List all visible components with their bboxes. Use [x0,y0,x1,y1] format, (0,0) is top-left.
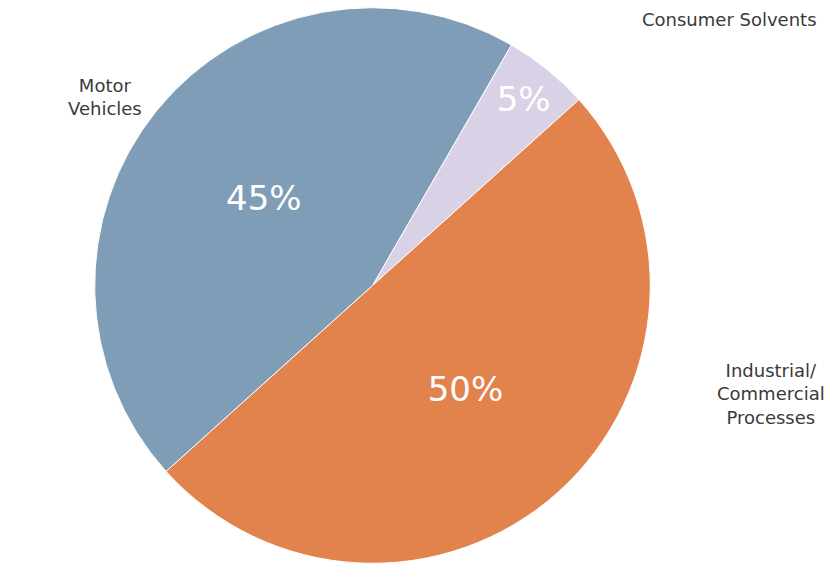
svg-text:Industrial/CommercialProcesses: Industrial/CommercialProcesses [717,360,825,428]
svg-text:50%: 50% [428,369,504,409]
svg-text:5%: 5% [497,79,551,119]
svg-text:Consumer Solvents: Consumer Solvents [642,9,817,30]
svg-text:MotorVehicles: MotorVehicles [68,75,142,119]
svg-text:45%: 45% [226,178,302,218]
